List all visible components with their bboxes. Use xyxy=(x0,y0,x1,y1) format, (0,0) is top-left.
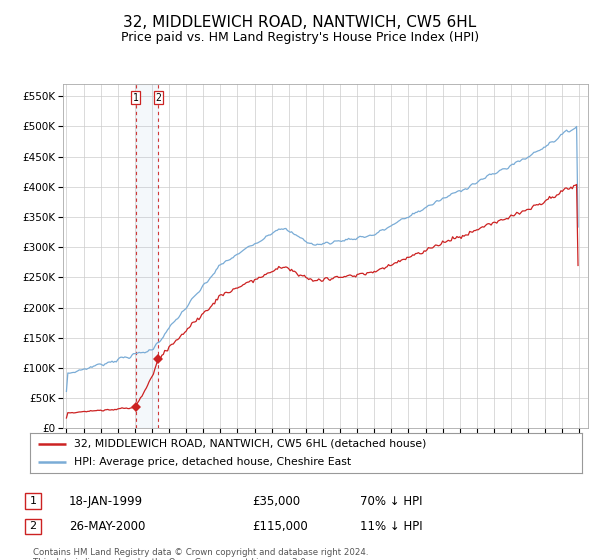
Text: 1: 1 xyxy=(29,496,37,506)
Text: 18-JAN-1999: 18-JAN-1999 xyxy=(69,494,143,508)
Text: 11% ↓ HPI: 11% ↓ HPI xyxy=(360,520,422,533)
Text: 70% ↓ HPI: 70% ↓ HPI xyxy=(360,494,422,508)
Text: £115,000: £115,000 xyxy=(252,520,308,533)
Text: HPI: Average price, detached house, Cheshire East: HPI: Average price, detached house, Ches… xyxy=(74,458,351,467)
Text: 26-MAY-2000: 26-MAY-2000 xyxy=(69,520,145,533)
Text: Contains HM Land Registry data © Crown copyright and database right 2024.
This d: Contains HM Land Registry data © Crown c… xyxy=(33,548,368,560)
Text: 2: 2 xyxy=(29,521,37,531)
Bar xyxy=(136,84,158,428)
Text: 32, MIDDLEWICH ROAD, NANTWICH, CW5 6HL: 32, MIDDLEWICH ROAD, NANTWICH, CW5 6HL xyxy=(124,15,476,30)
Text: £35,000: £35,000 xyxy=(252,494,300,508)
Text: 32, MIDDLEWICH ROAD, NANTWICH, CW5 6HL (detached house): 32, MIDDLEWICH ROAD, NANTWICH, CW5 6HL (… xyxy=(74,439,427,449)
Text: 1: 1 xyxy=(133,92,139,102)
Text: 2: 2 xyxy=(155,92,161,102)
Text: Price paid vs. HM Land Registry's House Price Index (HPI): Price paid vs. HM Land Registry's House … xyxy=(121,31,479,44)
